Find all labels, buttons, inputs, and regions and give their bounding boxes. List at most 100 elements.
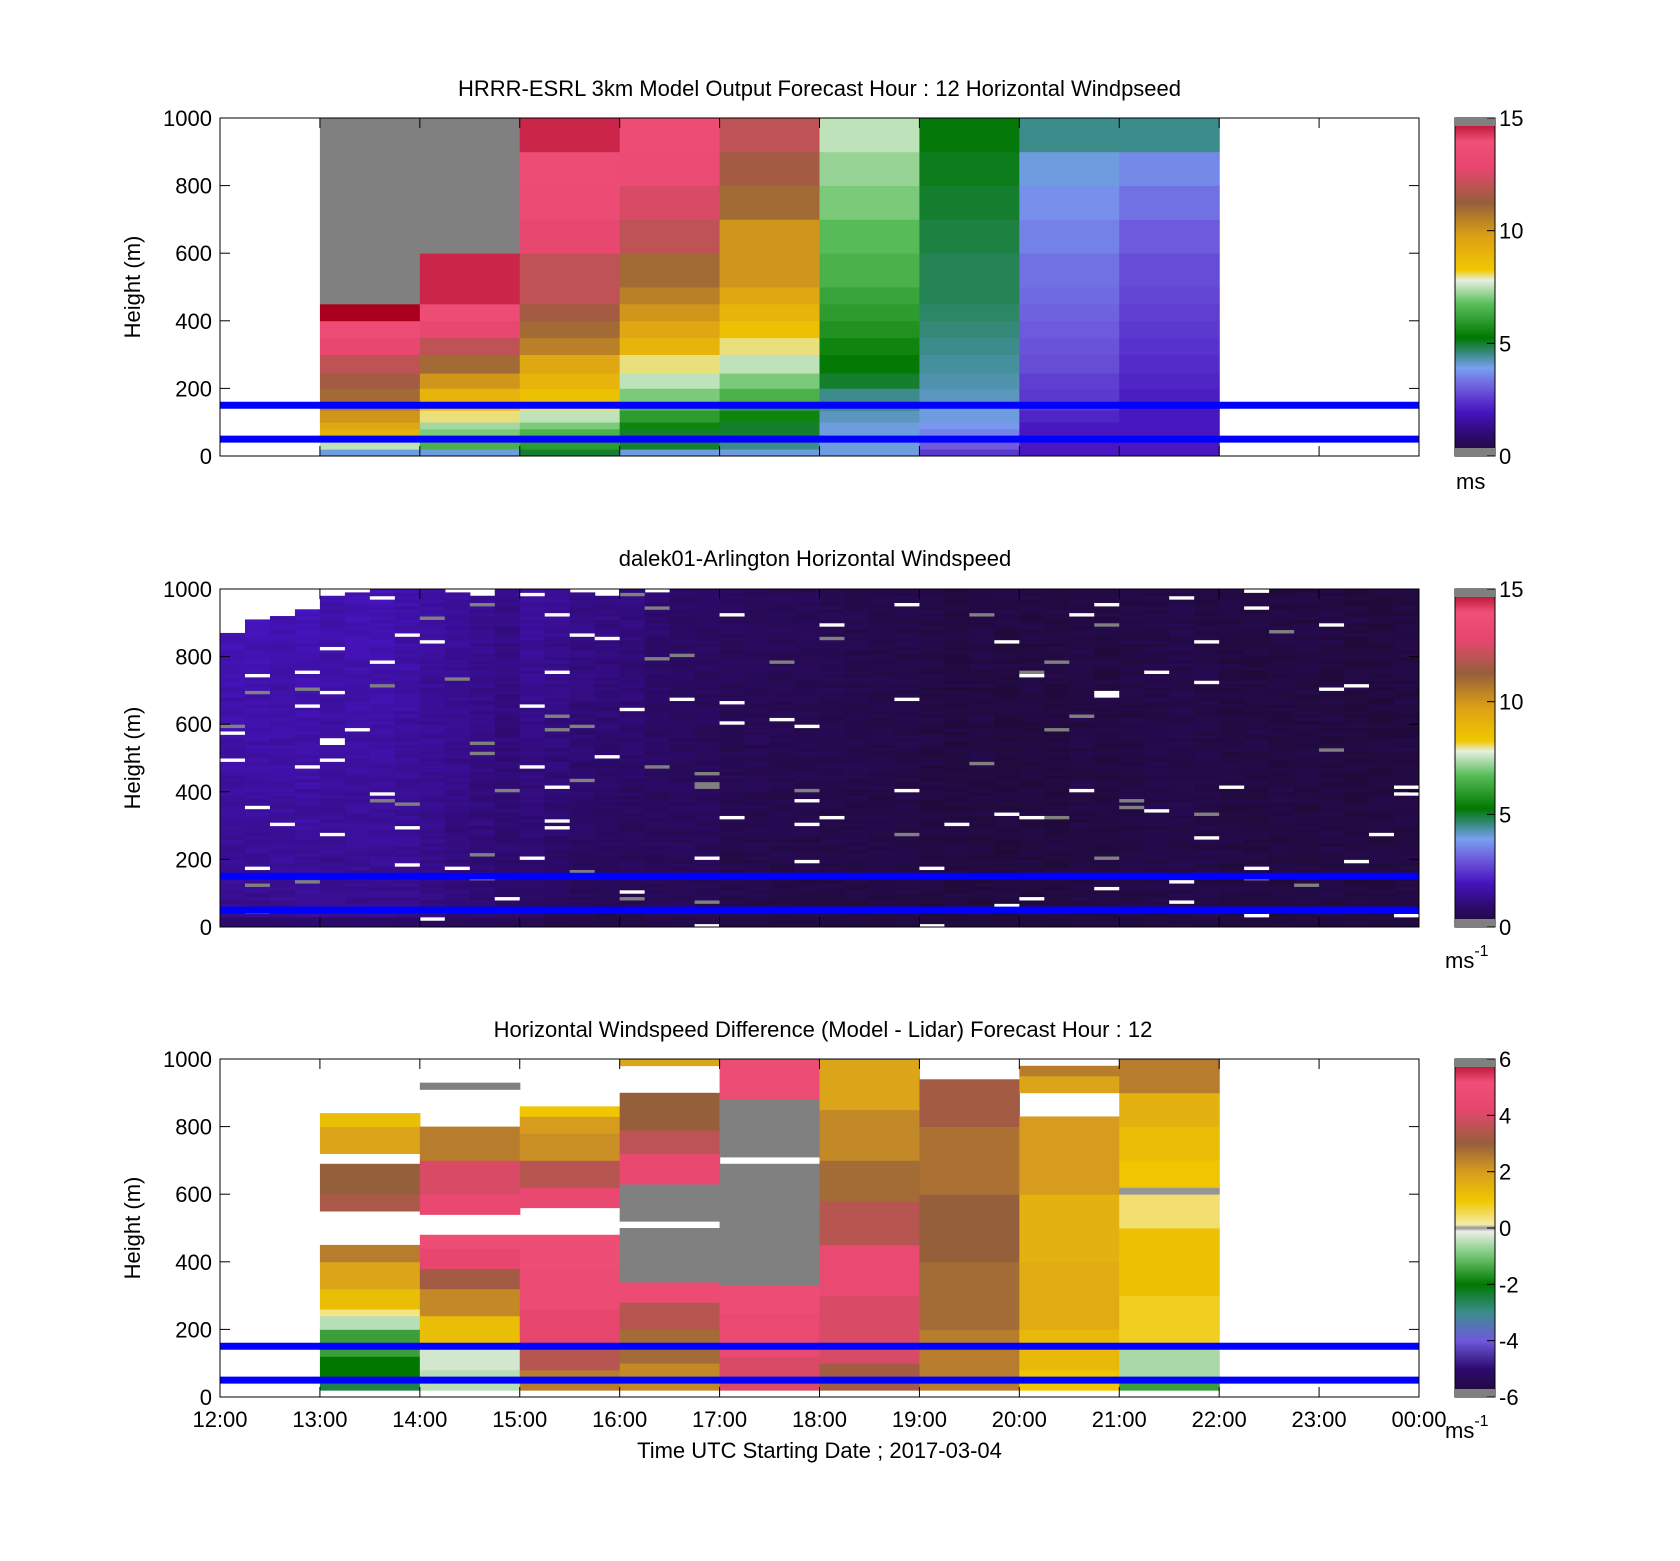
lidar-cell — [319, 845, 346, 850]
lidar-cell — [594, 730, 621, 735]
lidar-cell — [1069, 774, 1095, 779]
lidar-cell — [1119, 808, 1145, 813]
lidar-cell — [669, 896, 696, 901]
lidar-cell — [1119, 842, 1145, 847]
lidar-cell — [1344, 720, 1370, 725]
lidar-cell — [619, 886, 646, 891]
lidar-cell — [369, 852, 396, 857]
lidar-cell — [969, 707, 995, 712]
lidar-cell — [944, 741, 970, 745]
lidar-cell — [844, 710, 871, 715]
lidar-cell — [869, 849, 896, 854]
lidar-cell — [994, 592, 1020, 597]
lidar-cell — [794, 920, 821, 925]
lidar-cell — [269, 889, 296, 894]
lidar-cell — [769, 835, 796, 840]
lidar-cell — [619, 923, 646, 927]
lidar-cell — [1144, 781, 1170, 786]
lidar-cell — [694, 781, 721, 786]
lidar-cell — [344, 639, 371, 644]
lidar-cell — [1294, 734, 1320, 739]
lidar-cell — [644, 886, 671, 891]
lidar-cell — [1069, 670, 1095, 674]
lidar-cell — [619, 690, 646, 695]
lidar-cell — [1169, 825, 1195, 830]
lidar-cell — [769, 616, 796, 620]
lidar-cell — [744, 774, 771, 779]
lidar-cell — [220, 697, 246, 702]
lidar-cell — [719, 676, 746, 681]
lidar-cell — [1094, 808, 1120, 813]
lidar-cell — [244, 778, 271, 783]
lidar-cell — [444, 801, 471, 806]
lidar-cell — [869, 737, 896, 742]
lidar-cell — [919, 747, 945, 752]
lidar-cell — [844, 754, 871, 759]
lidar-cell — [1144, 815, 1170, 820]
lidar-cell — [444, 730, 471, 735]
lidar-cell — [869, 774, 896, 779]
lidar-cell — [694, 751, 721, 756]
lidar-cell — [944, 920, 970, 925]
lidar-cell — [1169, 771, 1195, 776]
lidar-cell — [244, 700, 271, 705]
lidar-cell — [1169, 869, 1195, 874]
lidar-cell — [419, 754, 446, 759]
lidar-cell — [444, 622, 471, 627]
lidar-cell — [469, 629, 496, 634]
lidar-cell — [1044, 734, 1070, 739]
lidar-cell — [394, 659, 421, 664]
lidar-cell — [444, 653, 471, 658]
lidar-cell — [869, 899, 896, 904]
lidar-cell — [1144, 616, 1170, 620]
lidar-cell — [594, 913, 621, 918]
lidar-cell — [644, 734, 671, 739]
lidar-cell — [569, 883, 596, 887]
model-cell — [819, 388, 921, 405]
lidar-cell — [244, 622, 271, 627]
lidar-cell — [444, 899, 471, 904]
lidar-cell — [1219, 852, 1245, 857]
lidar-cell — [669, 626, 696, 631]
lidar-cell — [1244, 768, 1270, 773]
lidar-cell — [1369, 707, 1395, 712]
lidar-cell — [619, 619, 646, 624]
lidar-cell — [594, 717, 621, 722]
lidar-cell — [1194, 609, 1220, 614]
lidar-cell — [1219, 828, 1245, 833]
lidar-cell — [1244, 869, 1270, 874]
lidar-cell — [819, 710, 846, 715]
lidar-cell — [1294, 697, 1320, 702]
lidar-cell — [1044, 636, 1070, 641]
lidar-cell — [1269, 923, 1295, 927]
lidar-cell — [569, 663, 596, 668]
lidar-cell — [569, 754, 596, 759]
lidar-cell — [719, 862, 746, 867]
lidar-cell — [1319, 609, 1345, 614]
lidar-cell — [994, 896, 1020, 901]
lidar-cell — [469, 903, 496, 908]
lidar-cell — [369, 916, 396, 921]
lidar-cell — [769, 785, 796, 789]
lidar-cell — [1194, 815, 1220, 820]
lidar-cell — [569, 697, 596, 702]
lidar-cell — [619, 700, 646, 705]
lidar-cell — [1294, 744, 1320, 749]
lidar-cell — [519, 595, 546, 600]
lidar-cell — [1194, 737, 1220, 742]
lidar-cell — [269, 683, 296, 688]
lidar-cell — [719, 737, 746, 742]
lidar-cell — [1044, 741, 1070, 745]
lidar-cell — [444, 815, 471, 820]
lidar-cell — [1369, 666, 1395, 671]
lidar-cell — [1369, 643, 1395, 647]
lidar-cell — [894, 616, 921, 620]
lidar-cell — [994, 744, 1020, 749]
lidar-cell — [794, 737, 821, 742]
lidar-cell — [1394, 592, 1419, 597]
lidar-cell — [1344, 724, 1370, 729]
lidar-cell — [1369, 676, 1395, 681]
lidar-cell — [894, 744, 921, 749]
lidar-cell — [1344, 639, 1370, 644]
lidar-cell — [1019, 666, 1045, 671]
